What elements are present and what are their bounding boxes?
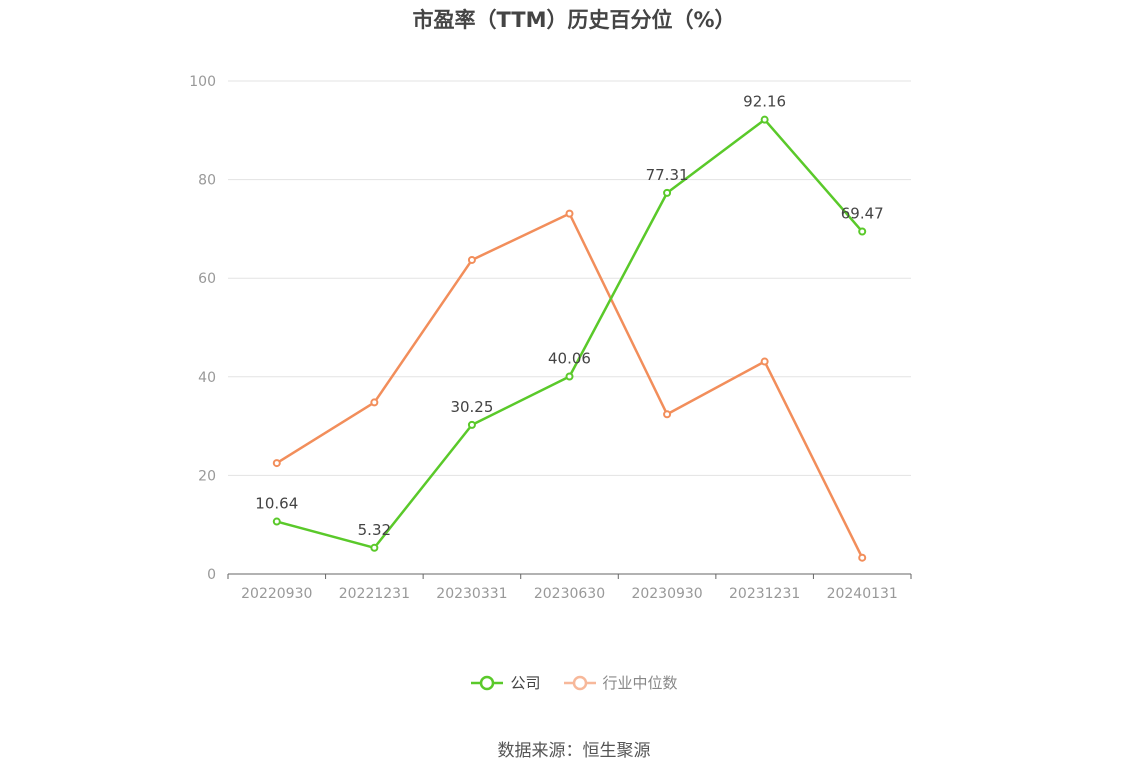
data-label: 92.16 bbox=[743, 93, 786, 111]
data-point bbox=[760, 357, 769, 366]
y-tick-label: 100 bbox=[189, 74, 216, 90]
legend-marker-icon bbox=[471, 675, 504, 690]
y-tick-label: 0 bbox=[207, 567, 216, 583]
data-point bbox=[370, 543, 379, 552]
axes: 0 20 40 60 80 100 20220930 20221231 20230331 2023… bbox=[189, 74, 912, 602]
data-point bbox=[467, 255, 476, 264]
data-point bbox=[370, 398, 379, 407]
data-point bbox=[663, 188, 672, 197]
x-tick-label: 20230630 bbox=[534, 586, 605, 602]
data-point bbox=[858, 227, 867, 236]
data-point bbox=[565, 372, 574, 381]
data-point bbox=[858, 553, 867, 562]
data-label: 30.25 bbox=[450, 398, 493, 416]
series-line-1 bbox=[276, 212, 864, 559]
data-label: 40.06 bbox=[548, 350, 591, 368]
data-labels: 10.64 5.32 30.25 40.06 77.31 92.16 69.47 bbox=[255, 93, 883, 539]
data-label: 5.32 bbox=[358, 521, 391, 539]
y-tick-label: 40 bbox=[198, 370, 216, 386]
series-line-0 bbox=[276, 118, 864, 550]
y-tick-label: 20 bbox=[198, 468, 216, 484]
chart-title: 市盈率（TTM）历史百分位（%） bbox=[412, 8, 736, 32]
x-tick-label: 20240131 bbox=[827, 586, 898, 602]
legend-item[interactable]: 行业中位数 bbox=[563, 672, 678, 693]
data-point bbox=[565, 209, 574, 218]
legend-item[interactable]: 公司 bbox=[470, 672, 541, 693]
data-label: 77.31 bbox=[646, 166, 689, 184]
gridlines bbox=[228, 80, 911, 476]
data-point bbox=[663, 410, 672, 419]
y-tick-label: 80 bbox=[198, 173, 216, 189]
series-lines bbox=[272, 115, 867, 562]
data-point bbox=[272, 517, 281, 526]
x-tick-label: 20221231 bbox=[339, 586, 410, 602]
x-tick-label: 20220930 bbox=[241, 586, 312, 602]
legend-label: 公司 bbox=[510, 674, 541, 692]
line-chart: 0 20 40 60 80 100 20220930 20221231 20230331 2023… bbox=[189, 74, 912, 602]
legend: 公司 行业中位数 bbox=[0, 672, 1148, 693]
y-tick-label: 60 bbox=[198, 271, 216, 287]
x-tick-label: 20230331 bbox=[436, 586, 507, 602]
x-tick-label: 20231231 bbox=[729, 586, 800, 602]
data-label: 10.64 bbox=[255, 495, 298, 513]
legend-marker-icon bbox=[563, 675, 596, 690]
data-point bbox=[467, 420, 476, 429]
data-label: 69.47 bbox=[841, 205, 884, 223]
legend-label: 行业中位数 bbox=[602, 674, 678, 692]
data-source: 数据来源：恒生聚源 bbox=[497, 741, 651, 761]
data-point bbox=[760, 115, 769, 124]
data-point bbox=[272, 459, 281, 468]
x-tick-label: 20230930 bbox=[631, 586, 702, 602]
